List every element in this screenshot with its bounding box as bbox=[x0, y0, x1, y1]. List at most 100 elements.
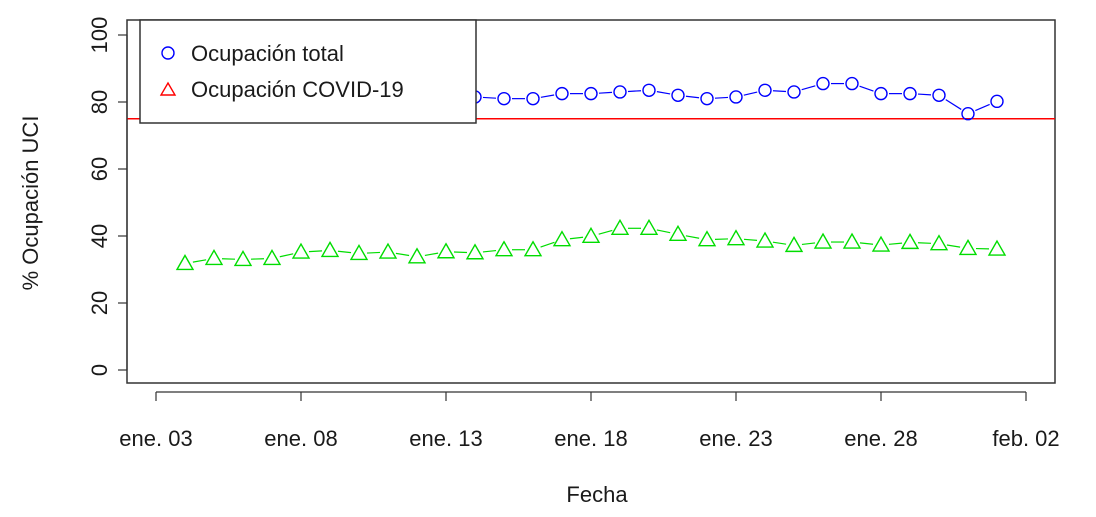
series-line-segment bbox=[945, 99, 962, 110]
data-point-covid bbox=[407, 247, 427, 264]
data-point-covid bbox=[842, 232, 862, 249]
data-point-total bbox=[816, 76, 830, 91]
x-tick-label: ene. 23 bbox=[699, 426, 772, 451]
series-line-segment bbox=[395, 252, 410, 257]
series-line-segment bbox=[946, 244, 961, 248]
data-point-covid bbox=[523, 240, 543, 257]
series-line-segment bbox=[598, 229, 613, 235]
legend-label-covid: Ocupación COVID-19 bbox=[191, 77, 404, 102]
data-point-covid bbox=[813, 232, 833, 249]
x-tick-label: ene. 08 bbox=[264, 426, 337, 451]
data-point-total bbox=[700, 91, 714, 106]
series-line-segment bbox=[859, 242, 874, 245]
data-point-covid bbox=[668, 224, 688, 242]
data-point-total bbox=[787, 85, 801, 99]
series-line-segment bbox=[917, 93, 932, 96]
data-point-covid bbox=[987, 239, 1007, 256]
data-point-total bbox=[845, 76, 859, 91]
y-tick-label: 0 bbox=[87, 364, 112, 376]
series-line-segment bbox=[540, 94, 555, 98]
x-tick-label: feb. 02 bbox=[992, 426, 1059, 451]
series-line-segment bbox=[685, 235, 700, 239]
series-line-segment bbox=[743, 91, 758, 96]
series-line-segment bbox=[685, 95, 700, 99]
series-line-segment bbox=[888, 242, 903, 245]
data-point-total bbox=[555, 86, 569, 101]
data-point-covid bbox=[494, 240, 514, 257]
data-point-total bbox=[613, 85, 627, 99]
series-line-segment bbox=[366, 251, 381, 254]
series-line-segment bbox=[308, 250, 323, 253]
data-point-covid bbox=[465, 243, 485, 260]
y-axis-title: % Ocupación UCI bbox=[18, 116, 43, 291]
data-point-covid bbox=[233, 250, 253, 267]
x-tick-label: ene. 28 bbox=[844, 426, 917, 451]
data-point-covid bbox=[320, 240, 340, 258]
series-line-segment bbox=[772, 90, 787, 93]
data-point-covid bbox=[349, 244, 369, 261]
series-line-segment bbox=[482, 249, 497, 253]
data-point-covid bbox=[581, 226, 601, 244]
x-tick-label: ene. 03 bbox=[119, 426, 192, 451]
data-point-covid bbox=[871, 235, 891, 252]
series-line-segment bbox=[917, 242, 932, 244]
series-line-segment bbox=[598, 91, 613, 94]
data-point-covid bbox=[610, 218, 630, 235]
legend-marker-covid bbox=[159, 81, 177, 96]
data-point-covid bbox=[726, 229, 746, 246]
data-point-covid bbox=[784, 235, 804, 253]
series-line-segment bbox=[424, 252, 439, 256]
data-point-total bbox=[874, 86, 888, 101]
data-point-total bbox=[497, 91, 511, 106]
legend-marker-total bbox=[161, 46, 175, 60]
x-tick-label: ene. 13 bbox=[409, 426, 482, 451]
y-tick-label: 100 bbox=[87, 17, 112, 54]
data-point-covid bbox=[291, 242, 311, 259]
axes-layer: 0 20 40 60 80 100 ene. 03 ene. 08 ene. 13 ene. 18… bbox=[87, 17, 1060, 451]
y-tick-label: 80 bbox=[87, 90, 112, 114]
legend-box bbox=[139, 19, 477, 124]
data-point-covid bbox=[639, 218, 659, 235]
data-point-covid bbox=[204, 249, 224, 266]
data-point-covid bbox=[958, 238, 978, 256]
legend-label-total: Ocupación total bbox=[191, 41, 344, 66]
data-point-covid bbox=[436, 242, 456, 259]
series-line-segment bbox=[337, 250, 352, 254]
data-point-total bbox=[584, 86, 598, 101]
series-line-segment bbox=[192, 259, 207, 263]
x-axis-title: Fecha bbox=[566, 482, 628, 507]
series-line-segment bbox=[482, 96, 497, 99]
data-point-covid bbox=[900, 232, 920, 250]
series-line-segment bbox=[801, 85, 816, 91]
data-point-covid bbox=[697, 230, 717, 247]
data-point-covid bbox=[552, 230, 572, 247]
series-covid bbox=[175, 218, 1007, 271]
series-line-segment bbox=[569, 236, 584, 240]
series-line-segment bbox=[801, 242, 816, 246]
series-line-segment bbox=[975, 103, 990, 112]
y-tick-label: 60 bbox=[87, 157, 112, 181]
data-point-total bbox=[961, 107, 975, 121]
series-line-segment bbox=[656, 229, 671, 234]
data-point-covid bbox=[378, 242, 398, 259]
data-point-total bbox=[526, 91, 540, 106]
series-line-segment bbox=[540, 241, 555, 248]
data-point-total bbox=[671, 88, 685, 103]
series-line-segment bbox=[714, 96, 729, 99]
data-point-total bbox=[932, 88, 946, 103]
data-point-total bbox=[758, 83, 772, 97]
data-point-total bbox=[990, 94, 1004, 109]
x-tick-label: ene. 18 bbox=[554, 426, 627, 451]
series-line-segment bbox=[656, 91, 671, 95]
legend: Ocupación total Ocupación COVID-19 bbox=[139, 19, 477, 124]
data-point-covid bbox=[175, 254, 195, 271]
y-tick-label: 40 bbox=[87, 224, 112, 248]
data-point-covid bbox=[929, 234, 949, 251]
data-point-covid bbox=[262, 249, 282, 266]
series-line-segment bbox=[627, 90, 642, 93]
data-point-total bbox=[729, 90, 743, 104]
data-point-total bbox=[903, 86, 917, 101]
data-point-covid bbox=[755, 231, 775, 248]
series-line-segment bbox=[743, 238, 758, 241]
